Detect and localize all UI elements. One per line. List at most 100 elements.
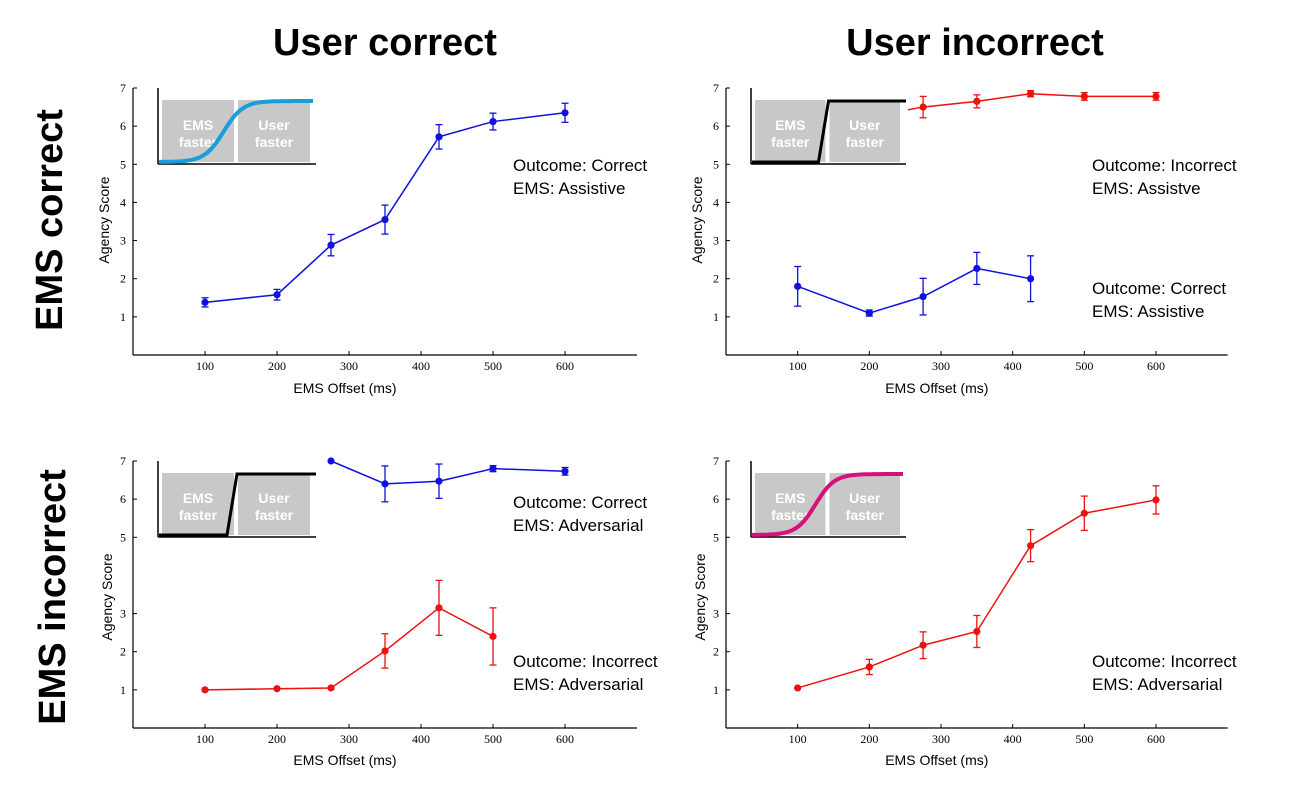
data-point — [201, 686, 209, 694]
data-point — [1080, 92, 1088, 100]
x-tick-label: 100 — [789, 359, 807, 373]
y-tick-label: 3 — [713, 234, 719, 248]
x-tick-label: 200 — [268, 732, 286, 746]
data-point — [489, 117, 497, 126]
column-title-user-correct: User correct — [273, 22, 497, 64]
data-point — [919, 293, 927, 301]
panel-1: 100 200 300 400 500 600 1 2 3 4 5 6 7 EMS Offset (ms)… — [96, 81, 647, 396]
annotation-1-line-2: EMS: Assistive — [513, 179, 625, 198]
data-point — [201, 298, 209, 306]
y-axis-label: Agency Score — [689, 176, 705, 263]
data-point — [865, 663, 873, 671]
annotation-1-line-1: Outcome: Correct — [513, 156, 647, 175]
x-axis-label: EMS Offset (ms) — [885, 752, 988, 768]
data-point — [327, 684, 335, 692]
inset-panel-ems-faster — [162, 473, 234, 535]
annotation-2-line-1: Outcome: Correct — [1092, 279, 1226, 298]
inset-curve — [159, 99, 313, 164]
data-point — [794, 282, 802, 290]
inset-label-faster-right: faster — [846, 507, 885, 523]
data-point — [273, 291, 281, 299]
inset-label-faster-left: faster — [771, 507, 810, 523]
inset-panel-ems-faster — [755, 100, 826, 162]
x-tick-label: 400 — [412, 359, 430, 373]
y-axis-label: Agency Score — [99, 553, 115, 640]
series-line — [204, 606, 494, 691]
inset-label-faster-left: faster — [771, 134, 810, 150]
panel-4: 100 200 300 400 500 600 1 2 3 5 6 7 EMS Offset (ms) A… — [692, 454, 1237, 768]
data-point — [919, 103, 927, 111]
data-point — [381, 215, 389, 224]
y-tick-label: 5 — [713, 157, 719, 171]
x-tick-label: 500 — [484, 732, 502, 746]
series-blue-1 — [201, 102, 569, 308]
data-point — [273, 685, 281, 693]
row-title-ems-incorrect: EMS incorrect — [32, 469, 74, 725]
inset-label-user: User — [258, 117, 290, 133]
inset-panel-user-faster — [829, 100, 900, 162]
annotation-1-line-1: Outcome: Incorrect — [1092, 156, 1237, 175]
series-line — [797, 267, 1031, 314]
y-tick-label: 7 — [120, 81, 126, 95]
y-tick-label: 1 — [120, 310, 126, 324]
inset-label-faster-right: faster — [255, 507, 294, 523]
inset-label-faster-left: faster — [179, 134, 218, 150]
data-point — [489, 465, 497, 473]
data-point — [381, 647, 389, 655]
y-tick-label: 4 — [713, 195, 719, 209]
x-tick-label: 300 — [932, 359, 950, 373]
inset-label-user: User — [258, 490, 290, 506]
inset-panel-user-faster — [238, 473, 310, 535]
y-tick-label: 5 — [120, 530, 126, 544]
y-tick-label: 5 — [120, 157, 126, 171]
x-tick-label: 300 — [340, 732, 358, 746]
data-point — [1026, 275, 1035, 283]
y-tick-label: 6 — [120, 492, 126, 506]
x-tick-label: 300 — [340, 359, 358, 373]
y-axis-label: Agency Score — [96, 176, 112, 263]
y-tick-label: 7 — [713, 454, 719, 468]
data-point — [919, 641, 927, 649]
data-point — [1080, 509, 1088, 517]
x-tick-label: 500 — [1075, 359, 1093, 373]
x-tick-label: 600 — [556, 732, 574, 746]
data-point — [561, 467, 569, 475]
y-tick-label: 6 — [120, 119, 126, 133]
x-tick-label: 600 — [1147, 732, 1165, 746]
inset-label-faster-right: faster — [846, 134, 885, 150]
data-point — [435, 133, 443, 141]
data-point — [327, 241, 335, 249]
y-axis-label: Agency Score — [692, 553, 708, 640]
x-tick-label: 600 — [556, 359, 574, 373]
data-point — [381, 480, 389, 488]
x-tick-label: 200 — [860, 359, 878, 373]
y-tick-label: 4 — [120, 195, 126, 209]
panel-3: 100 200 300 400 500 600 1 2 3 5 6 7 EMS Offset (ms) A… — [99, 454, 658, 768]
y-tick-label: 6 — [713, 119, 719, 133]
inset-label-user: User — [849, 117, 881, 133]
annotation-2-line-1: Outcome: Incorrect — [513, 652, 658, 671]
x-tick-label: 400 — [412, 732, 430, 746]
x-tick-label: 100 — [789, 732, 807, 746]
inset-label-user: User — [849, 490, 881, 506]
data-point — [865, 309, 873, 317]
x-tick-label: 400 — [1004, 732, 1022, 746]
x-tick-label: 100 — [196, 359, 214, 373]
inset-panel-user-faster — [829, 473, 900, 535]
x-tick-label: 500 — [1075, 732, 1093, 746]
data-point — [973, 627, 981, 636]
x-tick-label: 300 — [932, 732, 950, 746]
data-point — [1152, 92, 1160, 100]
y-tick-label: 3 — [713, 607, 719, 621]
y-tick-label: 5 — [713, 530, 719, 544]
data-point — [435, 604, 443, 612]
inset-label-faster-left: faster — [179, 507, 218, 523]
x-tick-label: 200 — [860, 732, 878, 746]
data-point — [1026, 90, 1035, 98]
series-red-2 — [201, 579, 497, 694]
